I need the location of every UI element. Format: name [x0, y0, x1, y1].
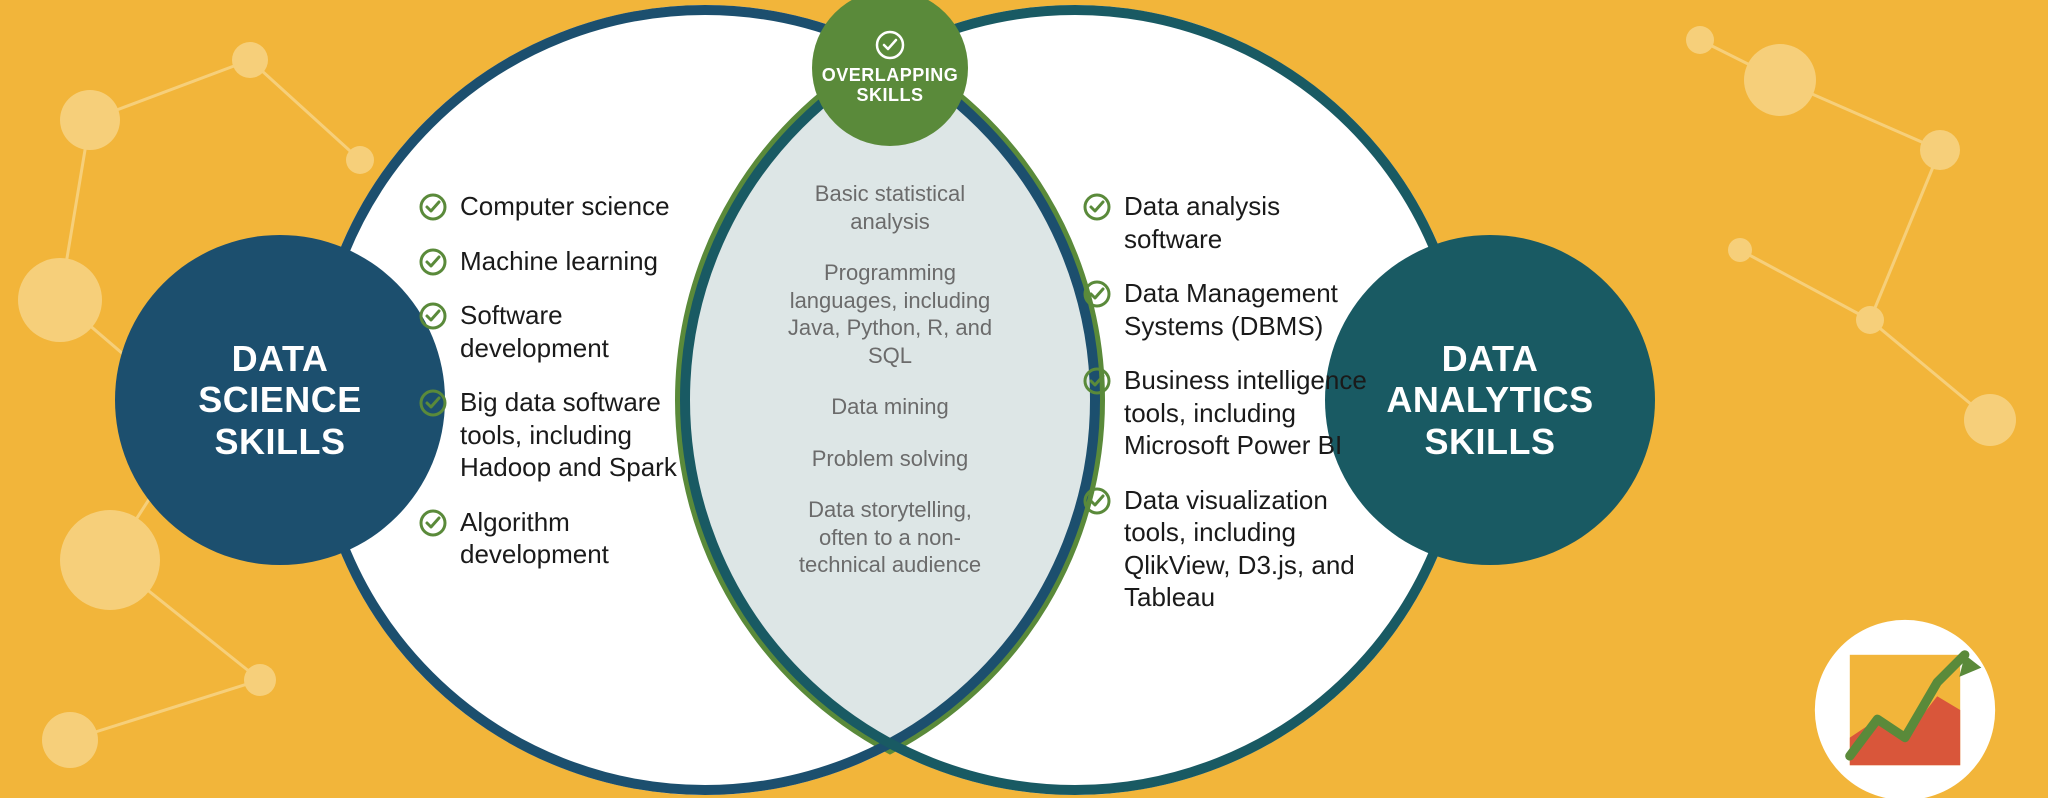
badge-line: ANALYTICS: [1386, 379, 1593, 420]
check-icon: [418, 508, 448, 538]
data-analytics-skills-list: Data analysis software Data Management Sy…: [1082, 190, 1382, 636]
skill-text: Data analysis software: [1124, 191, 1280, 254]
skill-text: Algorithm development: [460, 507, 609, 570]
list-item: Big data software tools, including Hadoo…: [418, 386, 698, 484]
list-item: Machine learning: [418, 245, 698, 278]
badge-line: SCIENCE: [198, 379, 362, 420]
check-icon: [418, 192, 448, 222]
list-item: Software development: [418, 299, 698, 364]
list-item: Computer science: [418, 190, 698, 223]
badge-line: DATA: [1386, 338, 1593, 379]
data-science-skills-list: Computer science Machine learning Software…: [418, 190, 698, 593]
overlap-item: Programming languages, including Java, P…: [785, 259, 995, 369]
check-icon: [1082, 486, 1112, 516]
overlap-item: Data mining: [785, 393, 995, 421]
badge-line: SKILLS: [198, 421, 362, 462]
venn-diagram: DATA SCIENCE SKILLS DATA ANALYTICS SKILL…: [0, 0, 2048, 798]
overlapping-skills-list: Basic statistical analysis Programming la…: [785, 180, 995, 603]
overlap-item: Data storytelling, often to a non-techni…: [785, 496, 995, 579]
list-item: Data visualization tools, including Qlik…: [1082, 484, 1382, 614]
check-icon: [418, 301, 448, 331]
list-item: Data analysis software: [1082, 190, 1382, 255]
badge-line: SKILLS: [1386, 421, 1593, 462]
check-icon: [1082, 192, 1112, 222]
overlap-item: Basic statistical analysis: [785, 180, 995, 235]
skill-text: Big data software tools, including Hadoo…: [460, 387, 677, 482]
data-science-badge: DATA SCIENCE SKILLS: [115, 235, 445, 565]
list-item: Business intelligence tools, including M…: [1082, 364, 1382, 462]
check-icon: [1082, 366, 1112, 396]
badge-line: OVERLAPPING: [822, 66, 959, 86]
chart-icon: [1813, 618, 1997, 802]
overlap-item: Problem solving: [785, 445, 995, 473]
skill-text: Software development: [460, 300, 609, 363]
check-icon: [418, 247, 448, 277]
skill-text: Business intelligence tools, including M…: [1124, 365, 1367, 460]
list-item: Algorithm development: [418, 506, 698, 571]
skill-text: Computer science: [460, 191, 670, 221]
list-item: Data Management Systems (DBMS): [1082, 277, 1382, 342]
badge-line: DATA: [198, 338, 362, 379]
check-icon: [875, 30, 905, 60]
check-icon: [1082, 279, 1112, 309]
skill-text: Data Management Systems (DBMS): [1124, 278, 1338, 341]
skill-text: Data visualization tools, including Qlik…: [1124, 485, 1355, 613]
check-icon: [418, 388, 448, 418]
badge-line: SKILLS: [856, 86, 923, 106]
skill-text: Machine learning: [460, 246, 658, 276]
